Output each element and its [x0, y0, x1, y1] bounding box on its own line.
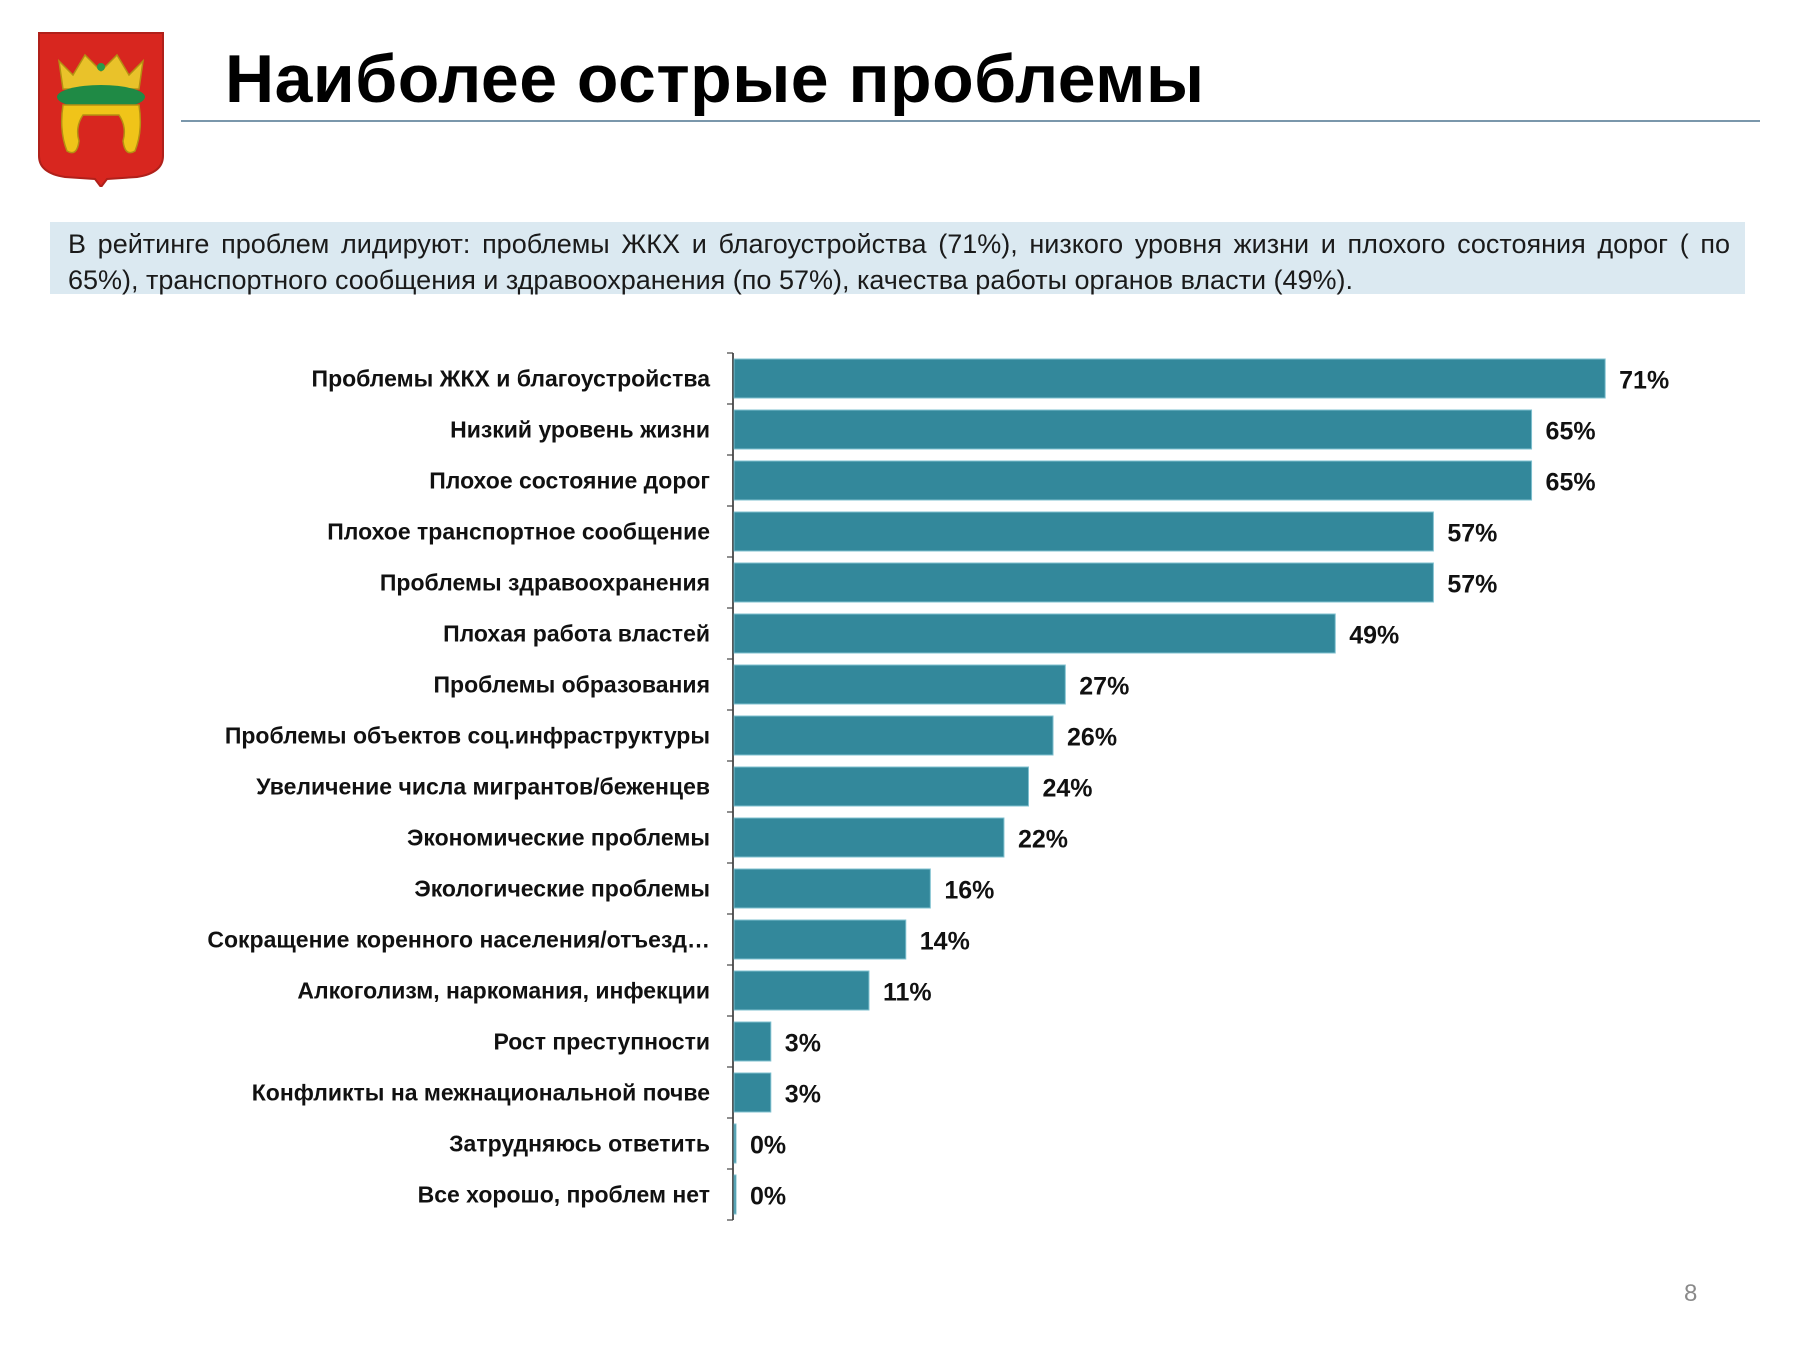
data-label: 71% — [1619, 367, 1669, 395]
bar — [733, 1123, 737, 1164]
data-label: 65% — [1546, 418, 1596, 446]
page-title: Наиболее острые проблемы — [225, 41, 1205, 117]
category-label: Увеличение числа мигрантов/беженцев — [256, 774, 710, 800]
data-label: 22% — [1018, 826, 1068, 854]
bar — [733, 562, 1434, 603]
data-label: 0% — [750, 1132, 786, 1160]
data-label: 16% — [944, 877, 994, 905]
coat-of-arms-emblem — [38, 32, 164, 187]
bar — [733, 868, 931, 909]
category-label: Все хорошо, проблем нет — [418, 1182, 710, 1208]
data-label: 26% — [1067, 724, 1117, 752]
summary-text: В рейтинге проблем лидируют: проблемы ЖК… — [68, 229, 1730, 295]
data-label: 0% — [750, 1183, 786, 1211]
bar — [733, 817, 1005, 858]
bar — [733, 715, 1054, 756]
category-label: Затрудняюсь ответить — [449, 1131, 710, 1157]
category-label: Сокращение коренного населения/отъезд… — [207, 927, 710, 953]
title-divider — [181, 120, 1760, 122]
category-label: Проблемы образования — [434, 672, 710, 698]
category-label: Рост преступности — [493, 1029, 710, 1055]
bar — [733, 358, 1606, 399]
category-label: Конфликты на межнациональной почве — [252, 1080, 710, 1106]
data-label: 3% — [785, 1081, 821, 1109]
page-number: 8 — [1684, 1280, 1698, 1307]
category-label: Экономические проблемы — [407, 825, 710, 851]
data-label: 11% — [883, 979, 932, 1007]
category-label: Низкий уровень жизни — [450, 417, 710, 443]
bar — [733, 970, 870, 1011]
bar — [733, 664, 1066, 705]
data-label: 65% — [1546, 469, 1596, 497]
category-label: Проблемы здравоохранения — [380, 570, 710, 596]
data-label: 49% — [1349, 622, 1399, 650]
bar — [733, 1174, 737, 1215]
data-label: 57% — [1447, 571, 1497, 599]
category-label: Плохая работа властей — [443, 621, 710, 647]
bar — [733, 1021, 772, 1062]
bar — [733, 613, 1336, 654]
category-label: Плохое состояние дорог — [429, 468, 710, 494]
summary-box: В рейтинге проблем лидируют: проблемы ЖК… — [50, 222, 1745, 295]
category-label: Проблемы объектов соц.инфраструктуры — [225, 723, 710, 749]
data-label: 3% — [785, 1030, 821, 1058]
bar — [733, 766, 1029, 807]
bar — [733, 919, 907, 960]
category-label: Алкоголизм, наркомания, инфекции — [297, 978, 710, 1004]
data-label: 14% — [920, 928, 970, 956]
data-label: 27% — [1079, 673, 1129, 701]
bar — [733, 1072, 772, 1113]
category-label: Проблемы ЖКХ и благоустройства — [312, 366, 711, 392]
bar — [733, 460, 1533, 501]
category-label: Плохое транспортное сообщение — [327, 519, 710, 545]
data-label: 24% — [1042, 775, 1092, 803]
bar — [733, 511, 1434, 552]
bar — [733, 409, 1533, 450]
data-label: 57% — [1447, 520, 1497, 548]
category-label: Экологические проблемы — [414, 876, 710, 902]
